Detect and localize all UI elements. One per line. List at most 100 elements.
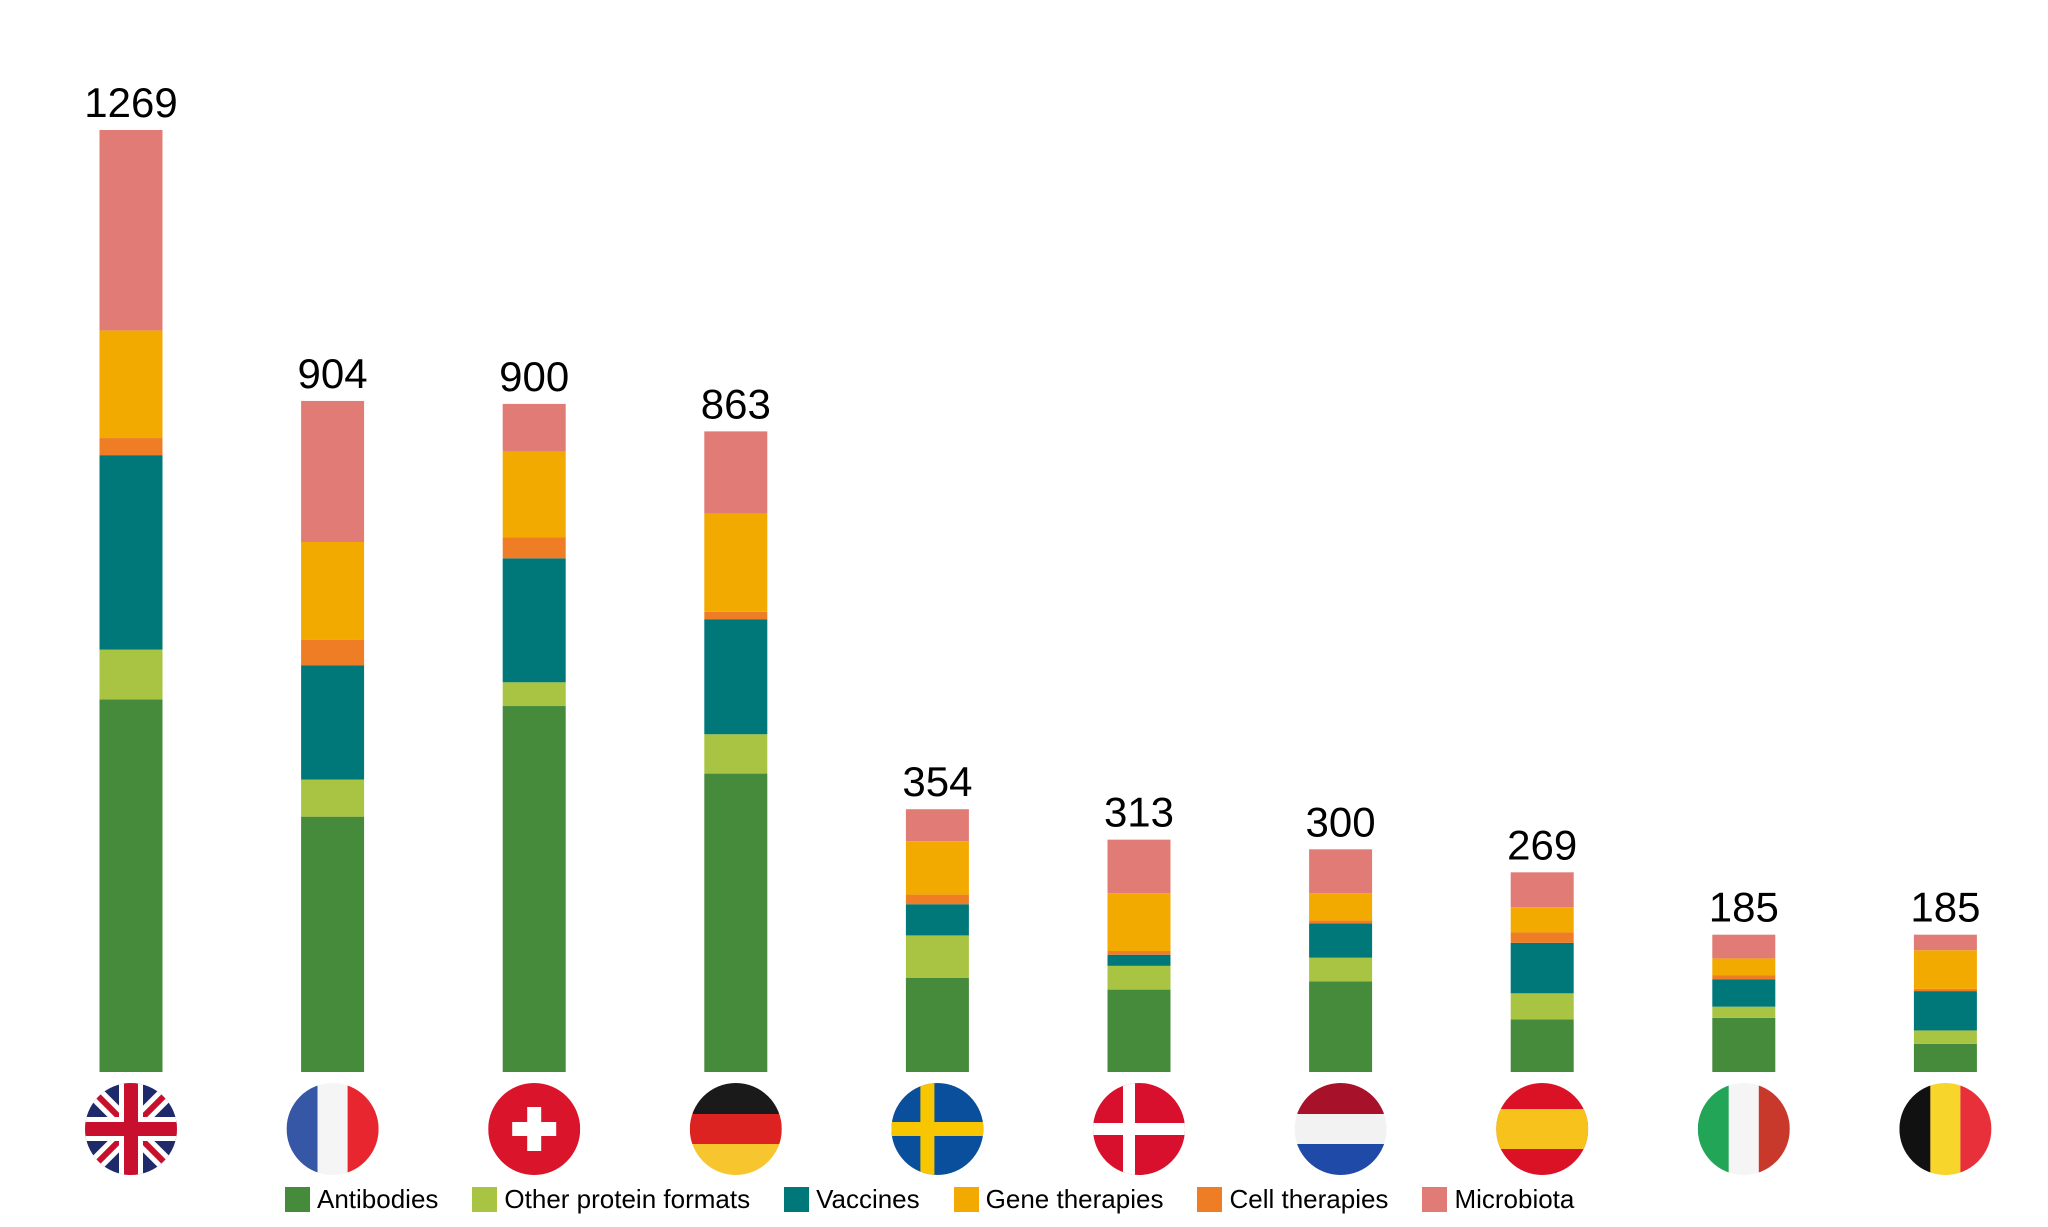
bar-segment-cell-therapies-switzerland bbox=[502, 537, 566, 559]
bars-layer bbox=[99, 130, 1977, 1072]
legend-swatch-cell-therapies bbox=[1197, 1186, 1223, 1212]
legend-item-vaccines: Vaccines bbox=[784, 1184, 920, 1215]
bar-group-belgium bbox=[1913, 934, 1977, 1072]
total-label-france: 904 bbox=[298, 350, 368, 397]
bar-segment-cell-therapies-belgium bbox=[1913, 988, 1977, 992]
total-label-belgium: 185 bbox=[1910, 884, 1980, 931]
bar-segment-antibodies-sweden bbox=[905, 977, 969, 1072]
total-label-united-kingdom: 1269 bbox=[84, 79, 177, 126]
legend-item-microbiota: Microbiota bbox=[1422, 1184, 1574, 1215]
bar-segment-antibodies-denmark bbox=[1107, 989, 1171, 1072]
legend-label-cell-therapies: Cell therapies bbox=[1229, 1183, 1389, 1214]
flag-switzerland-icon bbox=[488, 1083, 581, 1175]
flags-layer bbox=[85, 1083, 1992, 1175]
bar-segment-cell-therapies-spain bbox=[1510, 932, 1574, 943]
legend-item-other-protein-formats: Other protein formats bbox=[472, 1184, 750, 1215]
bar-segment-vaccines-spain bbox=[1510, 942, 1574, 994]
legend-item-antibodies: Antibodies bbox=[285, 1184, 438, 1215]
bar-segment-antibodies-switzerland bbox=[502, 706, 566, 1072]
total-label-italy: 185 bbox=[1709, 884, 1779, 931]
bar-segment-other-protein-formats-denmark bbox=[1107, 965, 1171, 990]
bar-segment-vaccines-denmark bbox=[1107, 954, 1171, 966]
bar-segment-other-protein-formats-italy bbox=[1712, 1006, 1776, 1018]
bar-segment-gene-therapies-spain bbox=[1510, 907, 1574, 933]
bar-group-italy bbox=[1712, 934, 1776, 1072]
bar-segment-microbiota-france bbox=[301, 400, 365, 542]
total-labels-layer: 1269 904 900 863 354 313 300 269 185 185 bbox=[84, 79, 1980, 931]
flag-france-icon bbox=[286, 1083, 379, 1175]
flag-netherlands-icon bbox=[1294, 1083, 1387, 1175]
bar-segment-gene-therapies-sweden bbox=[905, 841, 969, 895]
bar-segment-antibodies-netherlands bbox=[1309, 981, 1373, 1072]
legend-swatch-other-protein-formats bbox=[472, 1186, 498, 1212]
bar-group-netherlands bbox=[1309, 849, 1373, 1072]
bar-segment-antibodies-italy bbox=[1712, 1017, 1776, 1072]
legend-swatch-gene-therapies bbox=[953, 1186, 979, 1212]
legend-label-antibodies: Antibodies bbox=[317, 1183, 439, 1214]
flag-sweden-icon bbox=[891, 1083, 984, 1175]
bar-group-germany bbox=[704, 431, 768, 1072]
bar-segment-other-protein-formats-belgium bbox=[1913, 1030, 1977, 1044]
flag-spain-icon bbox=[1496, 1083, 1589, 1175]
total-label-sweden: 354 bbox=[902, 758, 972, 805]
chart-legend: Antibodies Other protein formats Vaccines G… bbox=[285, 1178, 1608, 1220]
flag-belgium-icon bbox=[1899, 1083, 1992, 1175]
total-label-switzerland: 900 bbox=[499, 353, 569, 400]
total-label-denmark: 313 bbox=[1104, 789, 1174, 836]
bar-segment-gene-therapies-switzerland bbox=[502, 451, 566, 538]
legend-label-microbiota: Microbiota bbox=[1454, 1183, 1575, 1214]
legend-item-gene-therapies: Gene therapies bbox=[953, 1183, 1164, 1215]
total-label-germany: 863 bbox=[701, 380, 771, 427]
bar-segment-cell-therapies-italy bbox=[1712, 975, 1776, 980]
bar-segment-microbiota-united-kingdom bbox=[99, 130, 163, 331]
legend-label-gene-therapies: Gene therapies bbox=[985, 1183, 1164, 1214]
bar-segment-gene-therapies-belgium bbox=[1913, 950, 1977, 989]
legend-swatch-vaccines bbox=[784, 1186, 810, 1212]
bar-segment-vaccines-france bbox=[301, 665, 365, 780]
bar-segment-microbiota-denmark bbox=[1107, 839, 1171, 894]
bar-segment-other-protein-formats-spain bbox=[1510, 993, 1574, 1020]
bar-segment-vaccines-united-kingdom bbox=[99, 455, 163, 650]
bar-segment-antibodies-spain bbox=[1510, 1019, 1574, 1072]
bar-group-united-kingdom bbox=[99, 130, 163, 1072]
bar-segment-microbiota-switzerland bbox=[502, 403, 566, 452]
bar-segment-gene-therapies-denmark bbox=[1107, 893, 1171, 952]
bar-segment-gene-therapies-germany bbox=[704, 513, 768, 612]
total-label-spain: 269 bbox=[1507, 821, 1577, 868]
bar-segment-other-protein-formats-united-kingdom bbox=[99, 649, 163, 700]
bar-segment-antibodies-united-kingdom bbox=[99, 699, 163, 1072]
bar-segment-vaccines-netherlands bbox=[1309, 923, 1373, 958]
bar-segment-cell-therapies-netherlands bbox=[1309, 920, 1373, 924]
legend-item-cell-therapies: Cell therapies bbox=[1197, 1184, 1388, 1215]
bar-segment-cell-therapies-sweden bbox=[905, 894, 969, 905]
bar-segment-microbiota-italy bbox=[1712, 934, 1776, 959]
bar-segment-cell-therapies-united-kingdom bbox=[99, 438, 163, 456]
bar-segment-other-protein-formats-germany bbox=[704, 734, 768, 774]
bar-segment-cell-therapies-denmark bbox=[1107, 951, 1171, 955]
flag-germany-icon bbox=[689, 1083, 782, 1175]
bar-segment-other-protein-formats-sweden bbox=[905, 935, 969, 978]
bar-group-france bbox=[301, 400, 365, 1072]
bar-segment-vaccines-germany bbox=[704, 619, 768, 735]
bar-segment-antibodies-france bbox=[301, 816, 365, 1072]
bar-segment-vaccines-italy bbox=[1712, 979, 1776, 1007]
legend-swatch-microbiota bbox=[1422, 1186, 1448, 1212]
bar-segment-microbiota-belgium bbox=[1913, 934, 1977, 951]
bar-segment-gene-therapies-italy bbox=[1712, 958, 1776, 976]
bar-segment-other-protein-formats-netherlands bbox=[1309, 957, 1373, 982]
bar-segment-vaccines-switzerland bbox=[502, 558, 566, 683]
legend-label-vaccines: Vaccines bbox=[816, 1183, 920, 1214]
legend-label-other-protein-formats: Other protein formats bbox=[504, 1183, 751, 1214]
bar-segment-microbiota-germany bbox=[704, 431, 768, 514]
bar-segment-vaccines-belgium bbox=[1913, 991, 1977, 1031]
bar-group-switzerland bbox=[502, 403, 566, 1072]
bar-group-spain bbox=[1510, 872, 1574, 1072]
bar-segment-microbiota-spain bbox=[1510, 872, 1574, 908]
flag-italy-icon bbox=[1697, 1083, 1790, 1175]
bar-segment-gene-therapies-france bbox=[301, 541, 365, 640]
bar-segment-microbiota-netherlands bbox=[1309, 849, 1373, 894]
bar-segment-antibodies-belgium bbox=[1913, 1043, 1977, 1072]
bar-segment-other-protein-formats-switzerland bbox=[502, 682, 566, 707]
bar-group-denmark bbox=[1107, 839, 1171, 1072]
